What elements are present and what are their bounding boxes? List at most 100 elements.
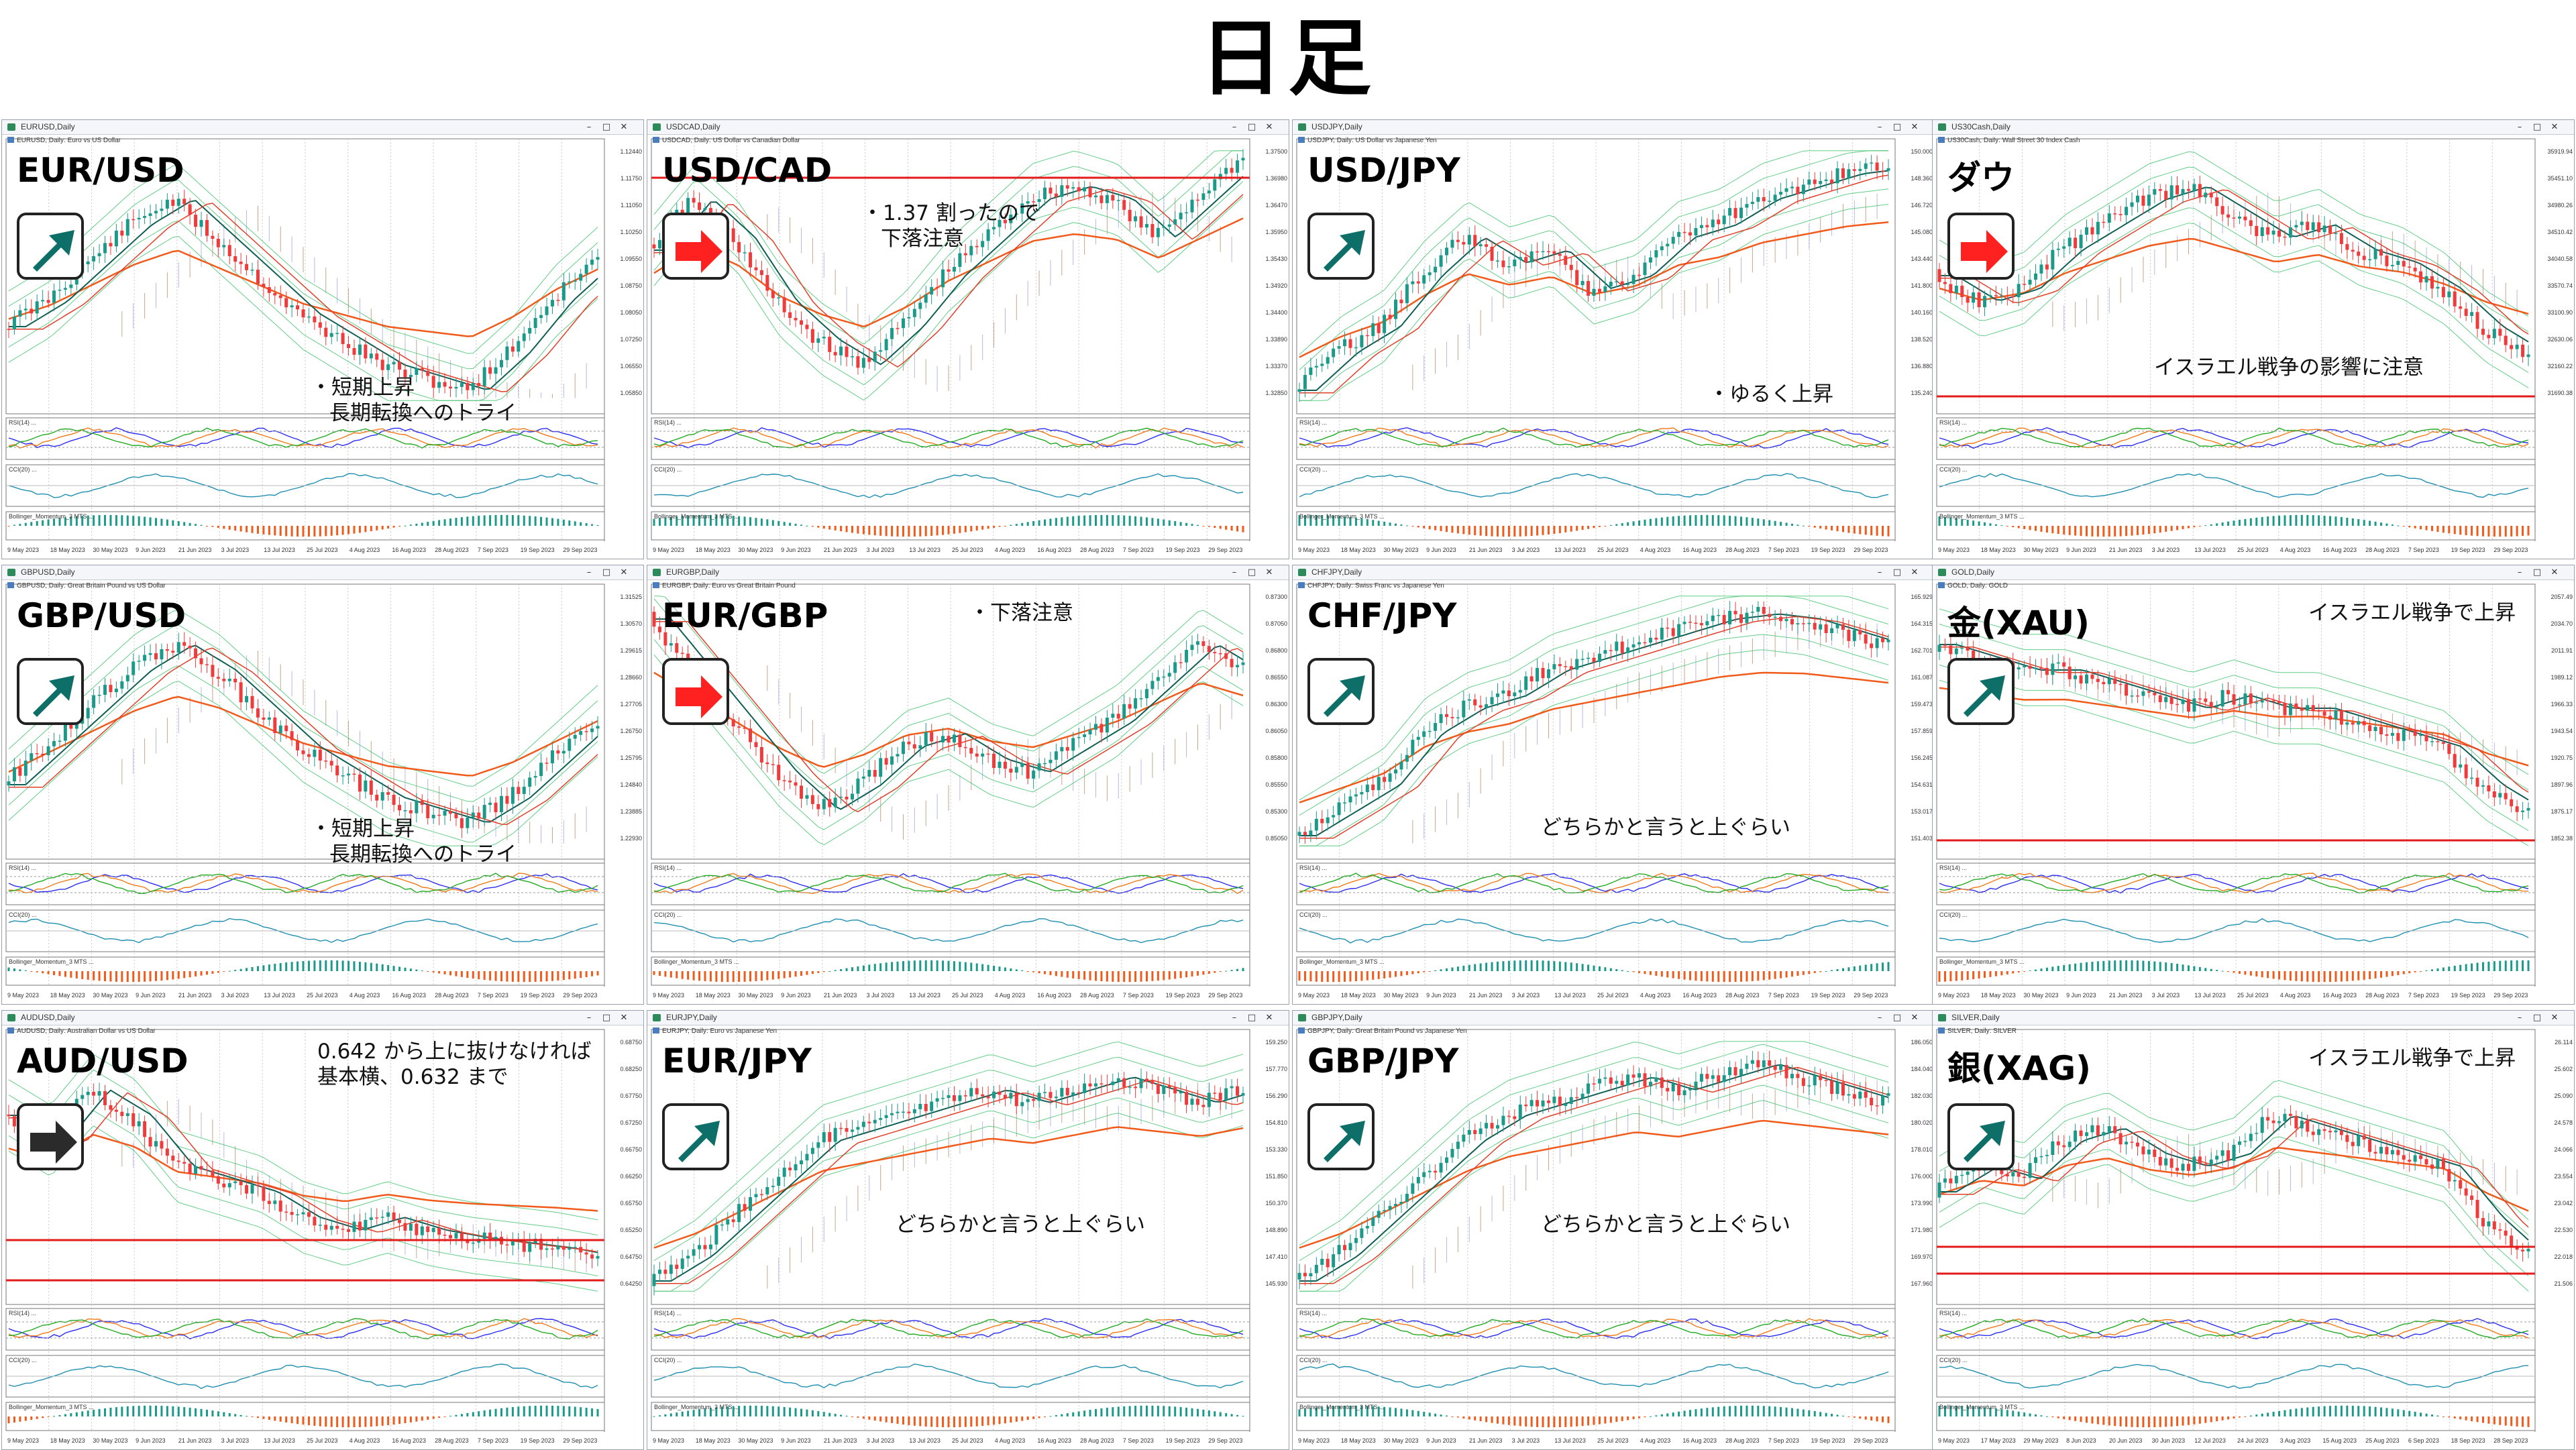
date-axis-label: 19 Sep 2023 bbox=[521, 992, 555, 999]
maximize-icon[interactable]: □ bbox=[2530, 567, 2544, 578]
momentum-bar bbox=[1123, 1406, 1125, 1416]
momentum-bar bbox=[1650, 971, 1652, 975]
chart-window-audusd[interactable]: AUDUSD,Daily–□✕AUDUSD, Daily: Australian… bbox=[1, 1010, 644, 1450]
close-icon[interactable]: ✕ bbox=[616, 121, 631, 133]
momentum-bar bbox=[1140, 971, 1142, 982]
window-titlebar[interactable]: SILVER,Daily–□✕ bbox=[1933, 1011, 2574, 1025]
minimize-icon[interactable]: – bbox=[2512, 567, 2527, 578]
close-icon[interactable]: ✕ bbox=[1262, 121, 1277, 133]
momentum-bar bbox=[1752, 1406, 1754, 1416]
window-titlebar[interactable]: AUDUSD,Daily–□✕ bbox=[2, 1011, 643, 1025]
price-chart[interactable] bbox=[647, 135, 1289, 559]
price-chart[interactable] bbox=[647, 580, 1289, 1004]
maximize-icon[interactable]: □ bbox=[599, 567, 614, 578]
candle-body bbox=[403, 810, 407, 812]
candle-body bbox=[1399, 1202, 1403, 1204]
chart-window-eurusd[interactable]: EURUSD,Daily–□✕EURUSD, Daily: Euro vs US… bbox=[1, 119, 644, 559]
candle-body bbox=[1751, 1060, 1754, 1064]
chart-window-us30[interactable]: US30Cash,Daily–□✕US30Cash, Daily: Wall S… bbox=[1932, 119, 2575, 559]
window-titlebar[interactable]: USDCAD,Daily–□✕ bbox=[647, 120, 1289, 135]
close-icon[interactable]: ✕ bbox=[2547, 1012, 2562, 1023]
momentum-bar bbox=[546, 971, 548, 981]
momentum-bar bbox=[155, 518, 157, 526]
chart-window-usdcad[interactable]: USDCAD,Daily–□✕USDCAD, Daily: US Dollar … bbox=[647, 119, 1289, 559]
close-icon[interactable]: ✕ bbox=[1262, 567, 1277, 578]
price-chart[interactable] bbox=[1933, 135, 2574, 559]
price-axis-label: 1.22930 bbox=[620, 835, 642, 842]
momentum-bar bbox=[217, 971, 219, 972]
chart-window-gbpusd[interactable]: GBPUSD,Daily–□✕GBPUSD, Daily: Great Brit… bbox=[1, 565, 644, 1005]
minimize-icon[interactable]: – bbox=[1227, 121, 1242, 133]
candle-body bbox=[765, 1187, 769, 1194]
candle-body bbox=[233, 256, 237, 262]
close-icon[interactable]: ✕ bbox=[1907, 121, 1922, 133]
maximize-icon[interactable]: □ bbox=[2530, 121, 2544, 133]
momentum-bar bbox=[1095, 1409, 1097, 1416]
close-icon[interactable]: ✕ bbox=[1262, 1012, 1277, 1023]
maximize-icon[interactable]: □ bbox=[1244, 121, 1259, 133]
chart-window-eurjpy[interactable]: EURJPY,Daily–□✕EURJPY, Daily: Euro vs Ja… bbox=[647, 1010, 1289, 1450]
close-icon[interactable]: ✕ bbox=[616, 567, 631, 578]
close-icon[interactable]: ✕ bbox=[2547, 121, 2562, 133]
window-titlebar[interactable]: GBPUSD,Daily–□✕ bbox=[2, 565, 643, 580]
chart-window-chfjpy[interactable]: CHFJPY,Daily–□✕CHFJPY, Daily: Swiss Fran… bbox=[1292, 565, 1935, 1005]
candle-body bbox=[754, 268, 757, 270]
minimize-icon[interactable]: – bbox=[582, 567, 596, 578]
minimize-icon[interactable]: – bbox=[582, 1012, 596, 1023]
maximize-icon[interactable]: □ bbox=[1890, 567, 1904, 578]
close-icon[interactable]: ✕ bbox=[1907, 1012, 1922, 1023]
close-icon[interactable]: ✕ bbox=[2547, 567, 2562, 578]
momentum-bar bbox=[1559, 962, 1561, 971]
maximize-icon[interactable]: □ bbox=[599, 1012, 614, 1023]
minimize-icon[interactable]: – bbox=[582, 121, 596, 133]
chart-window-eurgbp[interactable]: EURGBP,Daily–□✕EURGBP, Daily: Euro vs Gr… bbox=[647, 565, 1289, 1005]
window-titlebar[interactable]: EURGBP,Daily–□✕ bbox=[647, 565, 1289, 580]
price-chart[interactable] bbox=[2, 580, 643, 1004]
window-titlebar[interactable]: US30Cash,Daily–□✕ bbox=[1933, 120, 2574, 135]
candle-body bbox=[273, 718, 276, 733]
maximize-icon[interactable]: □ bbox=[1890, 121, 1904, 133]
minimize-icon[interactable]: – bbox=[1872, 121, 1887, 133]
candle-body bbox=[692, 198, 696, 203]
close-icon[interactable]: ✕ bbox=[1907, 567, 1922, 578]
candle-body bbox=[2493, 791, 2496, 797]
maximize-icon[interactable]: □ bbox=[1244, 567, 1259, 578]
close-icon[interactable]: ✕ bbox=[616, 1012, 631, 1023]
chart-window-usdjpy[interactable]: USDJPY,Daily–□✕USDJPY, Daily: US Dollar … bbox=[1292, 119, 1935, 559]
window-titlebar[interactable]: EURJPY,Daily–□✕ bbox=[647, 1011, 1289, 1025]
minimize-icon[interactable]: – bbox=[1872, 1012, 1887, 1023]
date-axis-label: 28 Aug 2023 bbox=[435, 547, 469, 553]
minimize-icon[interactable]: – bbox=[1872, 567, 1887, 578]
chart-window-gbpjpy[interactable]: GBPJPY,Daily–□✕GBPJPY, Daily: Great Brit… bbox=[1292, 1010, 1935, 1450]
window-titlebar[interactable]: CHFJPY,Daily–□✕ bbox=[1293, 565, 1934, 580]
maximize-icon[interactable]: □ bbox=[1890, 1012, 1904, 1023]
minimize-icon[interactable]: – bbox=[2512, 1012, 2527, 1023]
window-titlebar[interactable]: GOLD,Daily–□✕ bbox=[1933, 565, 2574, 580]
window-titlebar[interactable]: EURUSD,Daily–□✕ bbox=[2, 120, 643, 135]
maximize-icon[interactable]: □ bbox=[1244, 1012, 1259, 1023]
momentum-bar bbox=[370, 1416, 372, 1427]
price-chart[interactable] bbox=[1293, 580, 1934, 1004]
price-axis-label: 135.240 bbox=[1911, 390, 1933, 396]
candle-body bbox=[443, 1235, 447, 1236]
momentum-bar bbox=[2239, 520, 2241, 526]
price-chart[interactable] bbox=[1293, 1025, 1934, 1449]
candle-body bbox=[2465, 765, 2468, 779]
candle-body bbox=[200, 1166, 203, 1170]
price-chart[interactable] bbox=[647, 1025, 1289, 1449]
candle-body bbox=[2283, 237, 2286, 238]
minimize-icon[interactable]: – bbox=[1227, 1012, 1242, 1023]
window-titlebar[interactable]: GBPJPY,Daily–□✕ bbox=[1293, 1011, 1934, 1025]
maximize-icon[interactable]: □ bbox=[2530, 1012, 2544, 1023]
price-chart[interactable] bbox=[2, 135, 643, 559]
minimize-icon[interactable]: – bbox=[2512, 121, 2527, 133]
momentum-bar bbox=[2051, 966, 2053, 971]
candle-body bbox=[1213, 652, 1216, 653]
minimize-icon[interactable]: – bbox=[1227, 567, 1242, 578]
candle-body bbox=[319, 750, 322, 761]
window-titlebar[interactable]: USDJPY,Daily–□✕ bbox=[1293, 120, 1934, 135]
price-chart[interactable] bbox=[1293, 135, 1934, 559]
maximize-icon[interactable]: □ bbox=[599, 121, 614, 133]
